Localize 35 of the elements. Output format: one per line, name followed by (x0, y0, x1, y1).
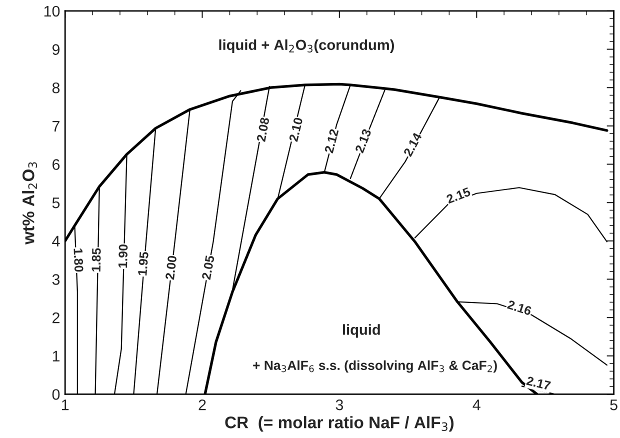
x-tick-label: 2 (198, 399, 206, 410)
x-tick-label: 5 (610, 400, 618, 410)
y-tick-label: 4 (52, 236, 60, 246)
annotation: 2.15 (446, 187, 472, 204)
annotation: 1.80 (74, 248, 84, 272)
annotation: 2.14 (403, 132, 422, 157)
annotation: 2.17 (526, 376, 551, 390)
y-tick-label: 7 (52, 120, 60, 132)
annotation: liquid + Al$_{2}$O$_{3}$(corundum) (219, 39, 394, 53)
annotation: 2.00 (165, 256, 177, 280)
y-tick-label: 0 (52, 389, 60, 400)
annotation: 2.13 (354, 128, 372, 154)
x-tick-label: 4 (472, 400, 480, 410)
y-tick-label: 2 (52, 312, 60, 324)
y-tick-label: 1 (52, 350, 60, 362)
y-axis-title: wt% Al$_{2}$O$_{3}$ (22, 162, 38, 245)
annotation: 2.10 (288, 117, 303, 142)
y-tick-label: 6 (52, 159, 60, 170)
annotation: 1.85 (92, 248, 101, 272)
y-tick-label: 8 (52, 82, 60, 94)
x-axis-title: CR (= molar ratio NaF / AlF$_{3}$) (225, 416, 454, 432)
x-tick-label: 3 (336, 399, 344, 410)
annotation: 1.95 (138, 252, 149, 276)
y-tick-label: 9 (52, 44, 60, 55)
y-tick-label: 10 (44, 6, 60, 17)
annotation: 2.08 (256, 117, 270, 142)
y-tick-label: 3 (52, 274, 60, 285)
annotation: 2.05 (202, 255, 215, 280)
annotation: 1.90 (118, 244, 128, 268)
text: + Na$_{3}$AlF$_{6}$ s.s. (dissolving AlF$_{3}$ & CaF$_{2}$) (253, 360, 497, 373)
annotation: 2.16 (506, 300, 532, 316)
y-tick-label: 5 (52, 198, 60, 208)
x-tick-label: 1 (62, 400, 69, 410)
annotation: 2.12 (324, 128, 339, 154)
annotation: liquid (342, 324, 380, 338)
